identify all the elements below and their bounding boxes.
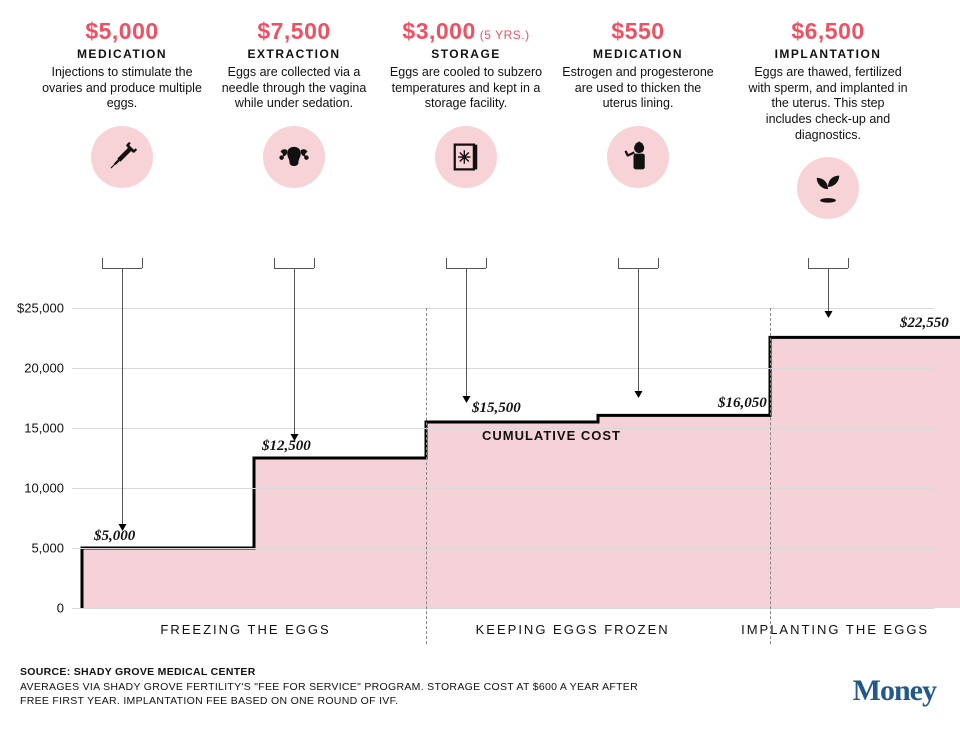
cumulative-cost-label: CUMULATIVE COST [482,428,621,443]
connector [848,258,849,268]
connector [142,258,143,268]
connector [314,258,315,268]
gridline [72,488,934,489]
cumulative-label: $22,550 [900,315,949,332]
connector-line [294,268,295,434]
step-desc: Estrogen and progesterone are used to th… [558,65,718,112]
category-labels-row: FREEZING THE EGGSKEEPING EGGS FROZENIMPL… [72,622,934,637]
step-icon [263,126,325,188]
connector-line [122,268,123,524]
connector [486,258,487,268]
connector [274,258,275,268]
y-tick-label: 15,000 [24,421,64,436]
y-tick-label: 20,000 [24,361,64,376]
connector [618,258,619,268]
y-tick-label: 10,000 [24,481,64,496]
category-divider [426,308,427,644]
gridline [72,308,934,309]
y-tick-label: 0 [57,601,64,616]
step-icon [797,157,859,219]
step-0: $5,000 MEDICATION Injections to stimulate … [36,18,208,219]
step-desc: Eggs are collected via a needle through … [214,65,374,112]
arrowhead-icon [119,524,127,531]
step-label: IMPLANTATION [775,47,882,61]
category-label: KEEPING EGGS FROZEN [409,622,736,637]
source-label: SOURCE: [20,666,71,678]
source-footnote: SOURCE: SHADY GROVE MEDICAL CENTER AVERA… [20,665,670,708]
step-price: $550 [611,18,664,45]
cumulative-label: $15,500 [472,400,521,417]
arrowhead-icon [291,434,299,441]
gridline [72,608,934,609]
arrowhead-icon [635,391,643,398]
step-2: $3,000(5 YRS.) STORAGE Eggs are cooled to … [380,18,552,219]
price-note: (5 YRS.) [480,28,530,42]
gridline [72,548,934,549]
connector-line [828,268,829,311]
category-label: IMPLANTING THE EGGS [736,622,934,637]
step-price: $7,500 [257,18,330,45]
source-name: SHADY GROVE MEDICAL CENTER [74,666,256,678]
footnote-text: AVERAGES VIA SHADY GROVE FERTILITY'S "FE… [20,681,638,707]
step-4: $6,500 IMPLANTATION Eggs are thawed, ferti… [724,18,932,219]
step-icon [435,126,497,188]
step-icon [607,126,669,188]
y-tick-label: 5,000 [31,541,64,556]
step-3: $550 MEDICATION Estrogen and progesterone … [552,18,724,219]
step-desc: Injections to stimulate the ovaries and … [42,65,202,112]
connector [658,258,659,268]
connector [808,258,809,268]
arrowhead-icon [463,396,471,403]
step-price: $3,000(5 YRS.) [402,18,529,45]
step-icon [91,126,153,188]
cumulative-cost-chart: 05,00010,00015,00020,000$25,000$5,000$12… [72,308,934,608]
gridline [72,368,934,369]
category-divider [770,308,771,644]
step-price: $6,500 [791,18,864,45]
step-desc: Eggs are cooled to subzero tempera­tures… [386,65,546,112]
cumulative-label: $5,000 [94,528,135,545]
y-tick-label: $25,000 [17,301,64,316]
step-price: $5,000 [85,18,158,45]
steps-header-row: $5,000 MEDICATION Injections to stimulate … [36,18,940,219]
connector-line [638,268,639,391]
money-logo: Money [853,674,936,708]
connector-line [466,268,467,396]
connector [446,258,447,268]
arrowhead-icon [825,311,833,318]
cumulative-label: $12,500 [262,438,311,455]
step-label: MEDICATION [593,47,683,61]
step-label: EXTRACTION [248,47,341,61]
connector [102,258,103,268]
category-label: FREEZING THE EGGS [82,622,409,637]
step-chart-svg [72,308,934,608]
step-label: STORAGE [431,47,501,61]
step-desc: Eggs are thawed, fertilized with sperm, … [748,65,908,143]
step-1: $7,500 EXTRACTION Eggs are collected via a… [208,18,380,219]
step-label: MEDICATION [77,47,167,61]
cumulative-label: $16,050 [718,395,767,412]
